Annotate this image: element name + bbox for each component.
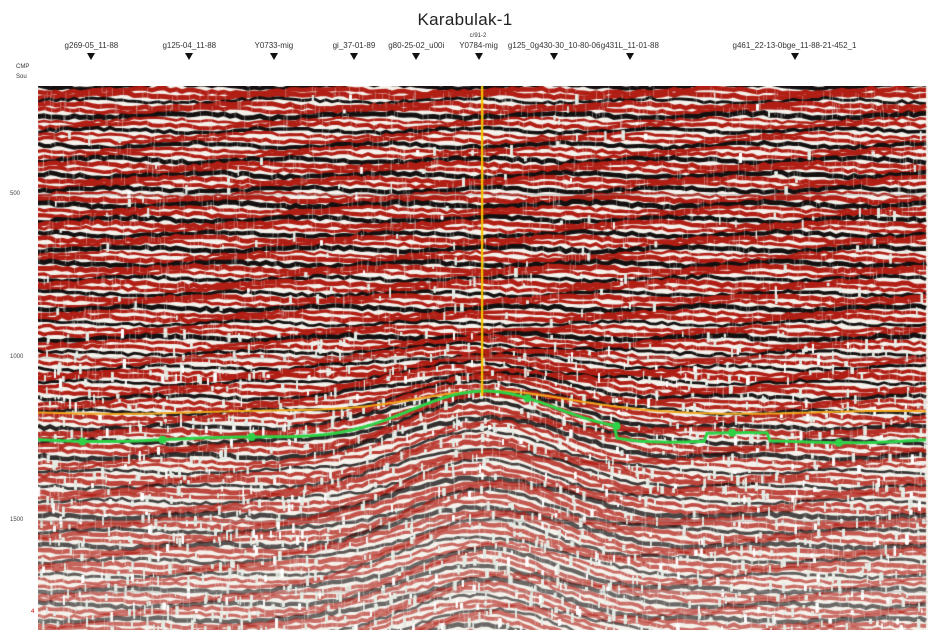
line-label: g125_0g430-30_10-80-06 xyxy=(507,41,601,50)
line-label: g461_22-13-0bge_11-88-21-452_1 xyxy=(732,41,857,50)
tie-marker-icon xyxy=(412,53,421,60)
line-label: Y0784-mig xyxy=(459,41,498,50)
tie-marker-icon xyxy=(349,53,358,60)
seismic-image xyxy=(38,86,928,630)
tie-marker-icon xyxy=(550,53,559,60)
tie-marker-icon xyxy=(625,53,634,60)
line-label: g269-05_11-88 xyxy=(64,41,119,50)
line-label: g431L_11-01-88 xyxy=(600,41,659,50)
line-label: g125-04_11-88 xyxy=(162,41,217,50)
time-label: 500 xyxy=(10,190,21,197)
page-title: Karabulak-1 xyxy=(417,10,513,29)
tie-marker-icon xyxy=(790,53,799,60)
line-label: g80-25-02_u00i xyxy=(388,41,445,50)
time-label: 1500 xyxy=(10,517,24,524)
line-label: Y0733-mig xyxy=(254,41,294,50)
line-label: gi_37-01-89 xyxy=(332,41,376,50)
cmp-row-label: CMP xyxy=(16,64,30,70)
time-label: 1000 xyxy=(10,354,24,360)
sou-row-label: Sou xyxy=(16,74,27,80)
footnote-mark: 4 xyxy=(31,609,35,615)
tie-marker-icon xyxy=(474,53,483,60)
tie-marker-icon xyxy=(185,53,194,60)
tie-marker-icon xyxy=(87,53,96,60)
well-sublabel: c/91-2 xyxy=(469,33,487,39)
tie-marker-icon xyxy=(269,53,278,60)
